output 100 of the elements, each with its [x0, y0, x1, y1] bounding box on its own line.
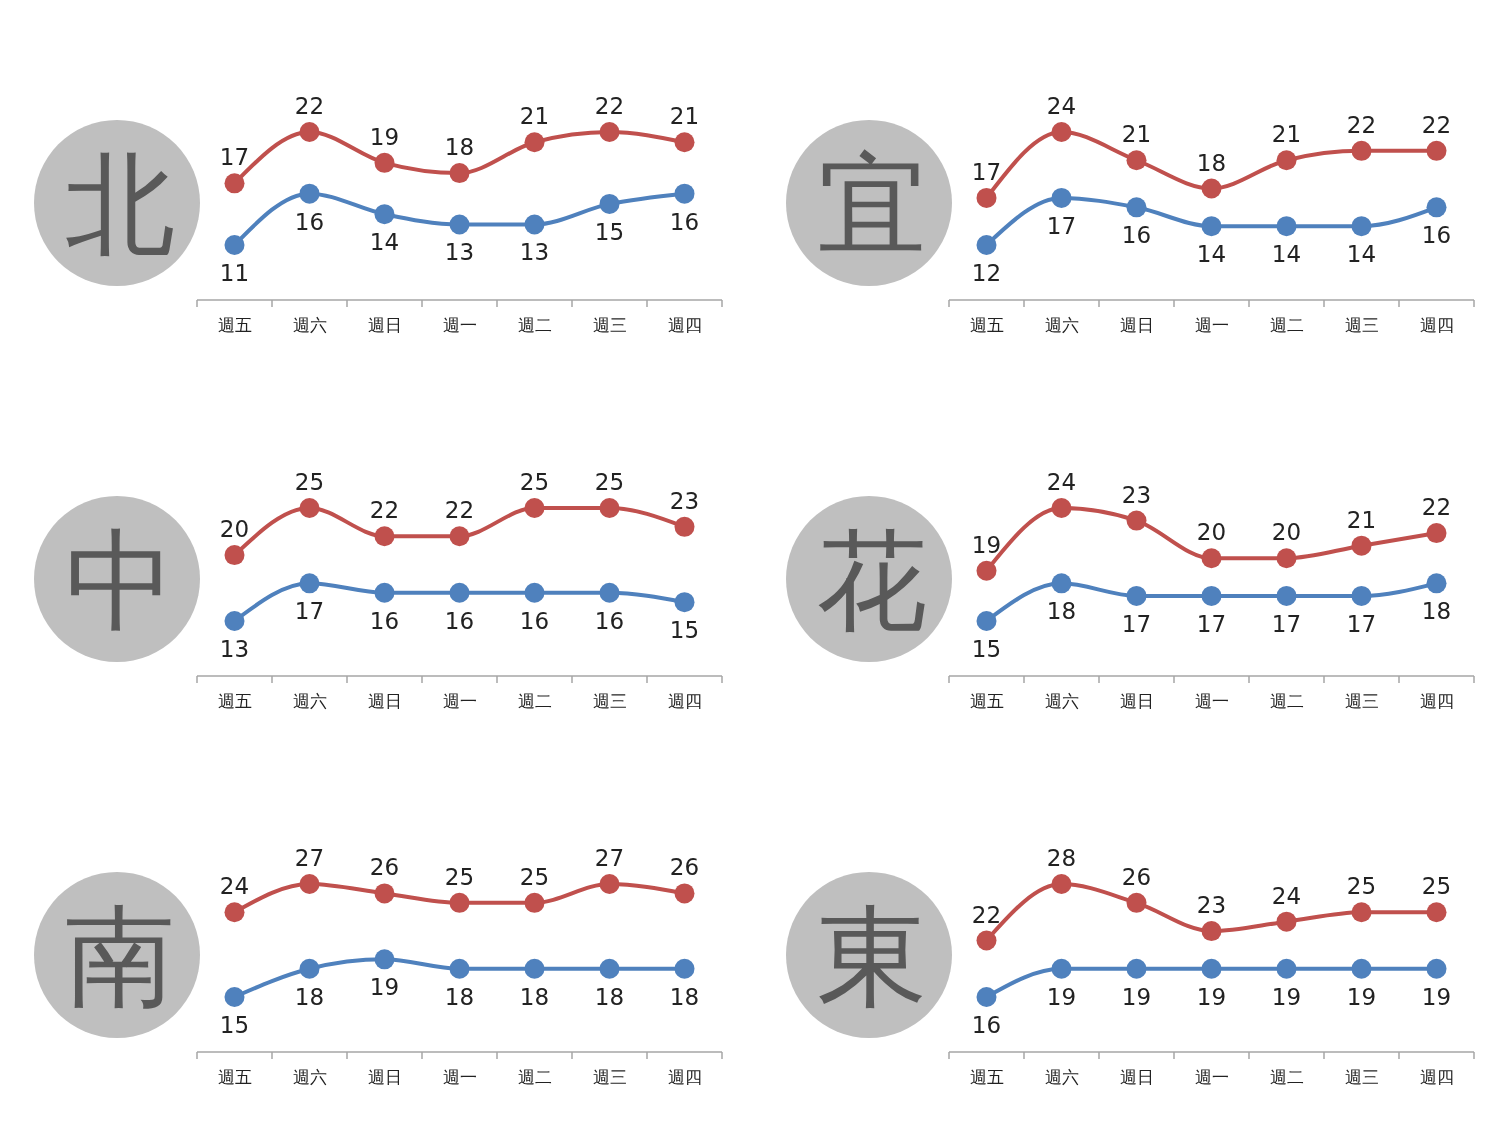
data-label: 26	[669, 854, 700, 881]
point	[1276, 585, 1297, 606]
data-label: 20	[219, 516, 250, 543]
point	[1051, 498, 1072, 518]
x-tick-label: 週一	[442, 692, 477, 711]
data-label: 21	[669, 103, 700, 130]
point	[1351, 140, 1372, 161]
point	[674, 183, 695, 204]
data-label: 18	[1196, 149, 1227, 176]
point	[1351, 585, 1372, 606]
x-tick-label: 週五	[969, 316, 1004, 335]
point	[1126, 585, 1147, 606]
point	[524, 958, 545, 979]
data-label: 22	[1421, 111, 1452, 138]
point	[374, 883, 395, 904]
point	[299, 958, 320, 979]
point	[1426, 140, 1447, 161]
point	[449, 892, 470, 913]
x-tick-label: 週四	[1419, 316, 1454, 335]
point	[374, 582, 395, 603]
point	[1051, 958, 1072, 979]
data-label: 25	[1421, 873, 1452, 900]
data-label: 27	[294, 845, 325, 871]
point	[1426, 573, 1447, 594]
data-label: 18	[519, 983, 550, 1010]
data-label: 22	[369, 497, 400, 524]
point	[449, 214, 470, 235]
chart-title: 東	[817, 894, 927, 1018]
data-label: 21	[1271, 121, 1302, 148]
point	[1426, 902, 1447, 923]
point	[674, 958, 695, 979]
x-tick-label: 週四	[667, 692, 702, 711]
x-tick-label: 週四	[1419, 692, 1454, 711]
x-tick-label: 週四	[667, 316, 702, 335]
x-tick-label: 週三	[1344, 316, 1379, 335]
data-label: 18	[594, 983, 625, 1010]
point	[1126, 958, 1147, 979]
data-label: 13	[444, 239, 475, 266]
data-label: 22	[1421, 494, 1452, 521]
point	[1201, 921, 1222, 942]
data-label: 24	[1271, 882, 1302, 909]
data-label: 19	[1346, 983, 1377, 1010]
point	[599, 122, 620, 142]
data-label: 17	[1046, 212, 1077, 239]
point	[1201, 178, 1222, 199]
data-label: 25	[519, 469, 550, 495]
data-label: 25	[444, 863, 475, 890]
x-tick-label: 週三	[1344, 1068, 1379, 1087]
point	[1351, 958, 1372, 979]
x-tick-label: 週五	[217, 316, 252, 335]
x-tick-label: 週日	[367, 1068, 402, 1087]
x-tick-label: 週三	[592, 316, 627, 335]
data-label: 21	[1346, 506, 1377, 533]
data-label: 16	[1121, 222, 1152, 249]
point	[524, 214, 545, 235]
point	[374, 949, 395, 970]
data-label: 28	[1046, 845, 1077, 871]
point	[1426, 523, 1447, 544]
data-label: 18	[669, 983, 700, 1010]
data-label: 18	[1421, 598, 1452, 625]
point	[1126, 197, 1147, 218]
data-label: 23	[669, 487, 700, 514]
data-label: 15	[219, 1012, 250, 1038]
point	[374, 152, 395, 173]
x-tick-label: 週五	[969, 1068, 1004, 1087]
point	[224, 987, 245, 1007]
data-label: 13	[519, 239, 550, 266]
data-label: 15	[594, 218, 625, 245]
data-label: 17	[1271, 610, 1302, 637]
data-label: 21	[519, 103, 550, 130]
point	[976, 611, 997, 631]
point	[976, 235, 997, 255]
point	[1126, 892, 1147, 913]
point	[1126, 510, 1147, 531]
data-label: 17	[971, 158, 1002, 185]
point	[1051, 122, 1072, 142]
point	[224, 611, 245, 631]
point	[976, 187, 997, 208]
point	[1126, 150, 1147, 171]
x-tick-label: 週一	[1194, 316, 1229, 335]
x-tick-label: 週三	[592, 1068, 627, 1087]
x-tick-label: 週二	[517, 316, 552, 335]
point	[524, 132, 545, 153]
point	[976, 930, 997, 951]
data-label: 20	[1196, 519, 1227, 546]
x-tick-label: 週六	[292, 1068, 327, 1087]
point	[299, 122, 320, 142]
x-tick-label: 週六	[1044, 692, 1079, 711]
x-tick-label: 週日	[1119, 1068, 1154, 1087]
data-label: 17	[219, 144, 250, 171]
point	[599, 498, 620, 518]
data-label: 22	[971, 901, 1002, 928]
data-label: 17	[1121, 610, 1152, 637]
x-tick-label: 週四	[667, 1068, 702, 1087]
data-label: 24	[1046, 469, 1077, 495]
point	[1276, 911, 1297, 932]
point	[1276, 958, 1297, 979]
point	[599, 582, 620, 603]
data-label: 20	[1271, 519, 1302, 546]
data-label: 19	[1196, 983, 1227, 1010]
